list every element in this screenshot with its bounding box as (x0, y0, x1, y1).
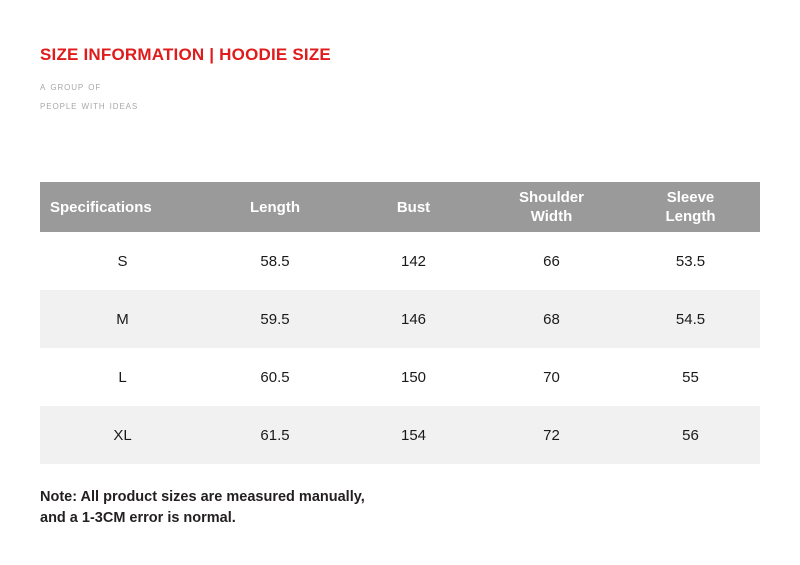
table-header: Specifications Length Bust Shoulder Widt… (40, 182, 760, 232)
cell-bust: 150 (345, 348, 482, 406)
note-line-1: Note: All product sizes are measured man… (40, 489, 365, 505)
size-table: Specifications Length Bust Shoulder Widt… (40, 182, 760, 464)
column-header-shoulder-width-line2: Width (530, 208, 573, 225)
cell-length: 60.5 (205, 348, 345, 406)
table-row: M 59.5 146 68 54.5 (40, 290, 760, 348)
cell-size: XL (40, 406, 205, 464)
table-row: L 60.5 150 70 55 (40, 348, 760, 406)
subtitle-line-2: PEOPLE WITH IDEAS (40, 100, 139, 112)
column-header-specifications: Specifications (40, 182, 205, 232)
column-header-sleeve-length-line1: Sleeve (666, 189, 715, 206)
cell-bust: 154 (345, 406, 482, 464)
cell-shoulder-width: 70 (482, 348, 621, 406)
column-header-length: Length (205, 182, 345, 232)
cell-shoulder-width: 68 (482, 290, 621, 348)
note-line-2: and a 1-3CM error is normal. (40, 510, 236, 526)
subtitle-line-1: A GROUP OF (40, 81, 102, 93)
column-header-sleeve-length: Sleeve Length (621, 182, 760, 232)
cell-length: 59.5 (205, 290, 345, 348)
column-header-shoulder-width-line1: Shoulder (518, 189, 584, 206)
column-header-sleeve-length-line2: Length (665, 208, 716, 225)
measurement-note: Note: All product sizes are measured man… (40, 487, 365, 529)
cell-sleeve-length: 55 (621, 348, 760, 406)
cell-bust: 142 (345, 232, 482, 290)
column-header-bust: Bust (345, 182, 482, 232)
table-body: S 58.5 142 66 53.5 M 59.5 146 68 54.5 L … (40, 232, 760, 464)
cell-shoulder-width: 66 (482, 232, 621, 290)
cell-size: M (40, 290, 205, 348)
cell-length: 61.5 (205, 406, 345, 464)
table-row: XL 61.5 154 72 56 (40, 406, 760, 464)
cell-sleeve-length: 53.5 (621, 232, 760, 290)
cell-sleeve-length: 54.5 (621, 290, 760, 348)
cell-size: L (40, 348, 205, 406)
header-block: SIZE INFORMATION | HOODIE SIZE A GROUP O… (40, 44, 331, 116)
cell-bust: 146 (345, 290, 482, 348)
page-subtitle: A GROUP OF PEOPLE WITH IDEAS (40, 78, 331, 116)
table-row: S 58.5 142 66 53.5 (40, 232, 760, 290)
cell-sleeve-length: 56 (621, 406, 760, 464)
cell-size: S (40, 232, 205, 290)
table-header-row: Specifications Length Bust Shoulder Widt… (40, 182, 760, 232)
cell-length: 58.5 (205, 232, 345, 290)
column-header-shoulder-width: Shoulder Width (482, 182, 621, 232)
cell-shoulder-width: 72 (482, 406, 621, 464)
page-title: SIZE INFORMATION | HOODIE SIZE (40, 45, 331, 64)
